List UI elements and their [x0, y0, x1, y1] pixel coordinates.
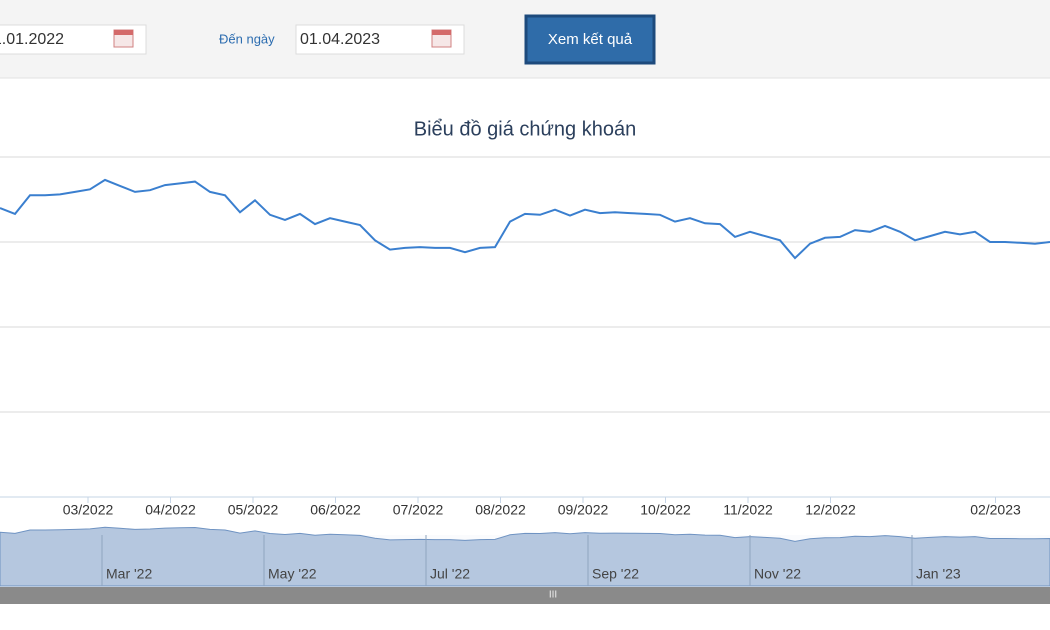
to-date: 01.04.2023 — [300, 31, 380, 48]
from-date: 01.01.2022 — [0, 31, 64, 48]
navigator-area — [0, 526, 1050, 587]
price-line — [0, 178, 1050, 260]
calendar-icon[interactable] — [431, 29, 452, 48]
grid — [0, 156, 1050, 413]
navigator-label: Mar '22 — [106, 566, 152, 582]
navigator-label: May '22 — [268, 566, 317, 582]
x-tick-label: 11/2022 — [723, 502, 773, 518]
x-tick-label: 05/2022 — [228, 502, 279, 518]
x-tick-label: 12/2022 — [805, 502, 856, 518]
x-tick-label: 06/2022 — [310, 502, 361, 518]
x-tick-label: 04/2022 — [145, 502, 196, 518]
scrollbar[interactable] — [0, 587, 1050, 604]
x-tick-label: 08/2022 — [475, 502, 526, 518]
navigator-label: Nov '22 — [754, 566, 801, 582]
button-label: Xem kết quả — [548, 31, 633, 48]
navigator-label: Sep '22 — [592, 566, 639, 582]
x-tick-label: 09/2022 — [558, 502, 609, 518]
scrollbar-grip: III — [549, 590, 557, 601]
to-label: Đến ngày — [219, 31, 275, 46]
x-tick-label: 03/2022 — [63, 502, 114, 518]
navigator-label: Jan '23 — [916, 566, 961, 582]
submit-button[interactable] — [524, 14, 656, 65]
x-tick-label: 10/2022 — [640, 502, 691, 518]
x-tick-label: 02/2023 — [970, 502, 1021, 518]
navigator-label: Jul '22 — [430, 566, 470, 582]
x-tick-label: 07/2022 — [393, 502, 444, 518]
calendar-icon[interactable] — [113, 29, 134, 48]
chart-title: Biểu đồ giá chứng khoán — [414, 118, 636, 140]
